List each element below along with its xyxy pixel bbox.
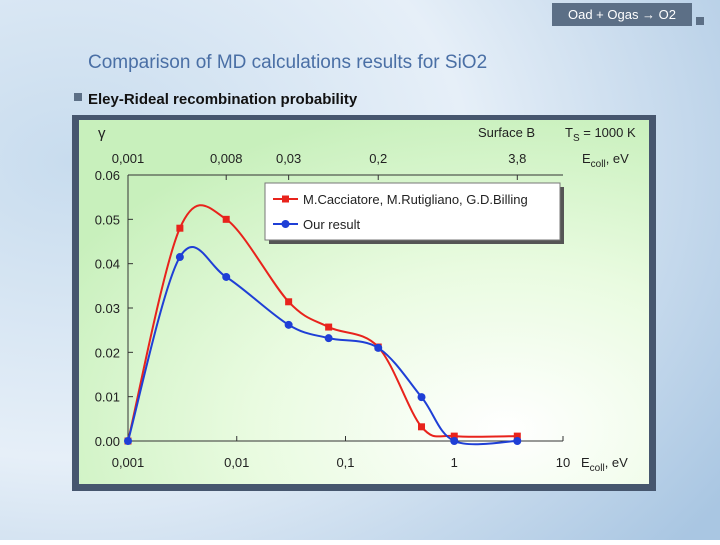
x-tick-label: 0,1 — [336, 455, 354, 470]
point — [450, 437, 459, 445]
bullet-square — [74, 93, 82, 101]
temperature: TS = 1000 K — [565, 125, 636, 144]
x-axis-label: Ecoll, eV — [581, 455, 628, 474]
temperature-sub: S — [573, 133, 580, 144]
y-tick-label: 0.03 — [95, 301, 120, 316]
point — [513, 437, 522, 445]
point — [374, 343, 383, 352]
y-tick-label: 0.06 — [95, 168, 120, 183]
x2-axis-label-rest: , eV — [606, 151, 629, 166]
y-tick-label: 0.01 — [95, 390, 120, 405]
y-axis-label: γ — [98, 125, 106, 142]
x2-tick-label: 0,2 — [369, 151, 387, 166]
point — [450, 432, 458, 440]
point — [222, 215, 230, 223]
chart: 0.00 0.01 0.02 0.03 0.04 0.05 0.06 0,001 0,01 0,1… — [95, 125, 636, 474]
temperature-main: T — [565, 125, 573, 140]
x2-axis-label: Ecoll, eV — [582, 151, 629, 170]
x-tick-label: 0,001 — [112, 455, 145, 470]
annotation: Surface B — [478, 125, 535, 140]
x-axis-label-sub: coll — [590, 463, 605, 474]
point — [325, 323, 333, 331]
y-tick-label: 0.02 — [95, 345, 120, 360]
legend-label: M.Cacciatore, M.Rutigliano, G.D.Billing — [303, 192, 528, 207]
y-tick-label: 0.05 — [95, 212, 120, 227]
point — [417, 393, 426, 402]
x2-tick-label: 3,8 — [508, 151, 526, 166]
point — [176, 224, 184, 232]
x2-axis-label-sub: coll — [591, 159, 606, 170]
x-tick-label: 10 — [556, 455, 570, 470]
x2-axis-label-main: E — [582, 151, 591, 166]
x-tick-label: 0,01 — [224, 455, 249, 470]
point — [124, 437, 132, 445]
slide-title: Comparison of MD calculations results fo… — [88, 52, 487, 73]
point — [175, 253, 184, 262]
y-tick-label: 0.04 — [95, 257, 120, 272]
legend — [264, 182, 561, 241]
x-axis-label-rest: , eV — [605, 455, 628, 470]
point — [513, 432, 521, 440]
x2-tick-label: 0,001 — [112, 151, 145, 166]
x-axis-label-main: E — [581, 455, 590, 470]
legend-marker — [282, 195, 289, 203]
point — [324, 334, 333, 343]
chart-panel — [79, 120, 649, 484]
x2-tick-label: 0,03 — [276, 151, 301, 166]
header-bar — [552, 3, 692, 26]
header-square — [696, 17, 704, 25]
x-tick-label: 1 — [451, 455, 458, 470]
legend-label: Our result — [303, 217, 360, 232]
bullet-text: Eley-Rideal recombination probability — [88, 91, 358, 108]
point — [418, 423, 426, 431]
point — [222, 272, 231, 281]
legend-marker — [281, 220, 290, 228]
point — [285, 298, 293, 306]
point — [284, 320, 293, 329]
temperature-rest: = 1000 K — [580, 125, 636, 140]
header: Oad + Ogas → O2 — [568, 7, 676, 22]
y-tick-label: 0.00 — [95, 434, 120, 449]
x2-tick-label: 0,008 — [210, 151, 243, 166]
